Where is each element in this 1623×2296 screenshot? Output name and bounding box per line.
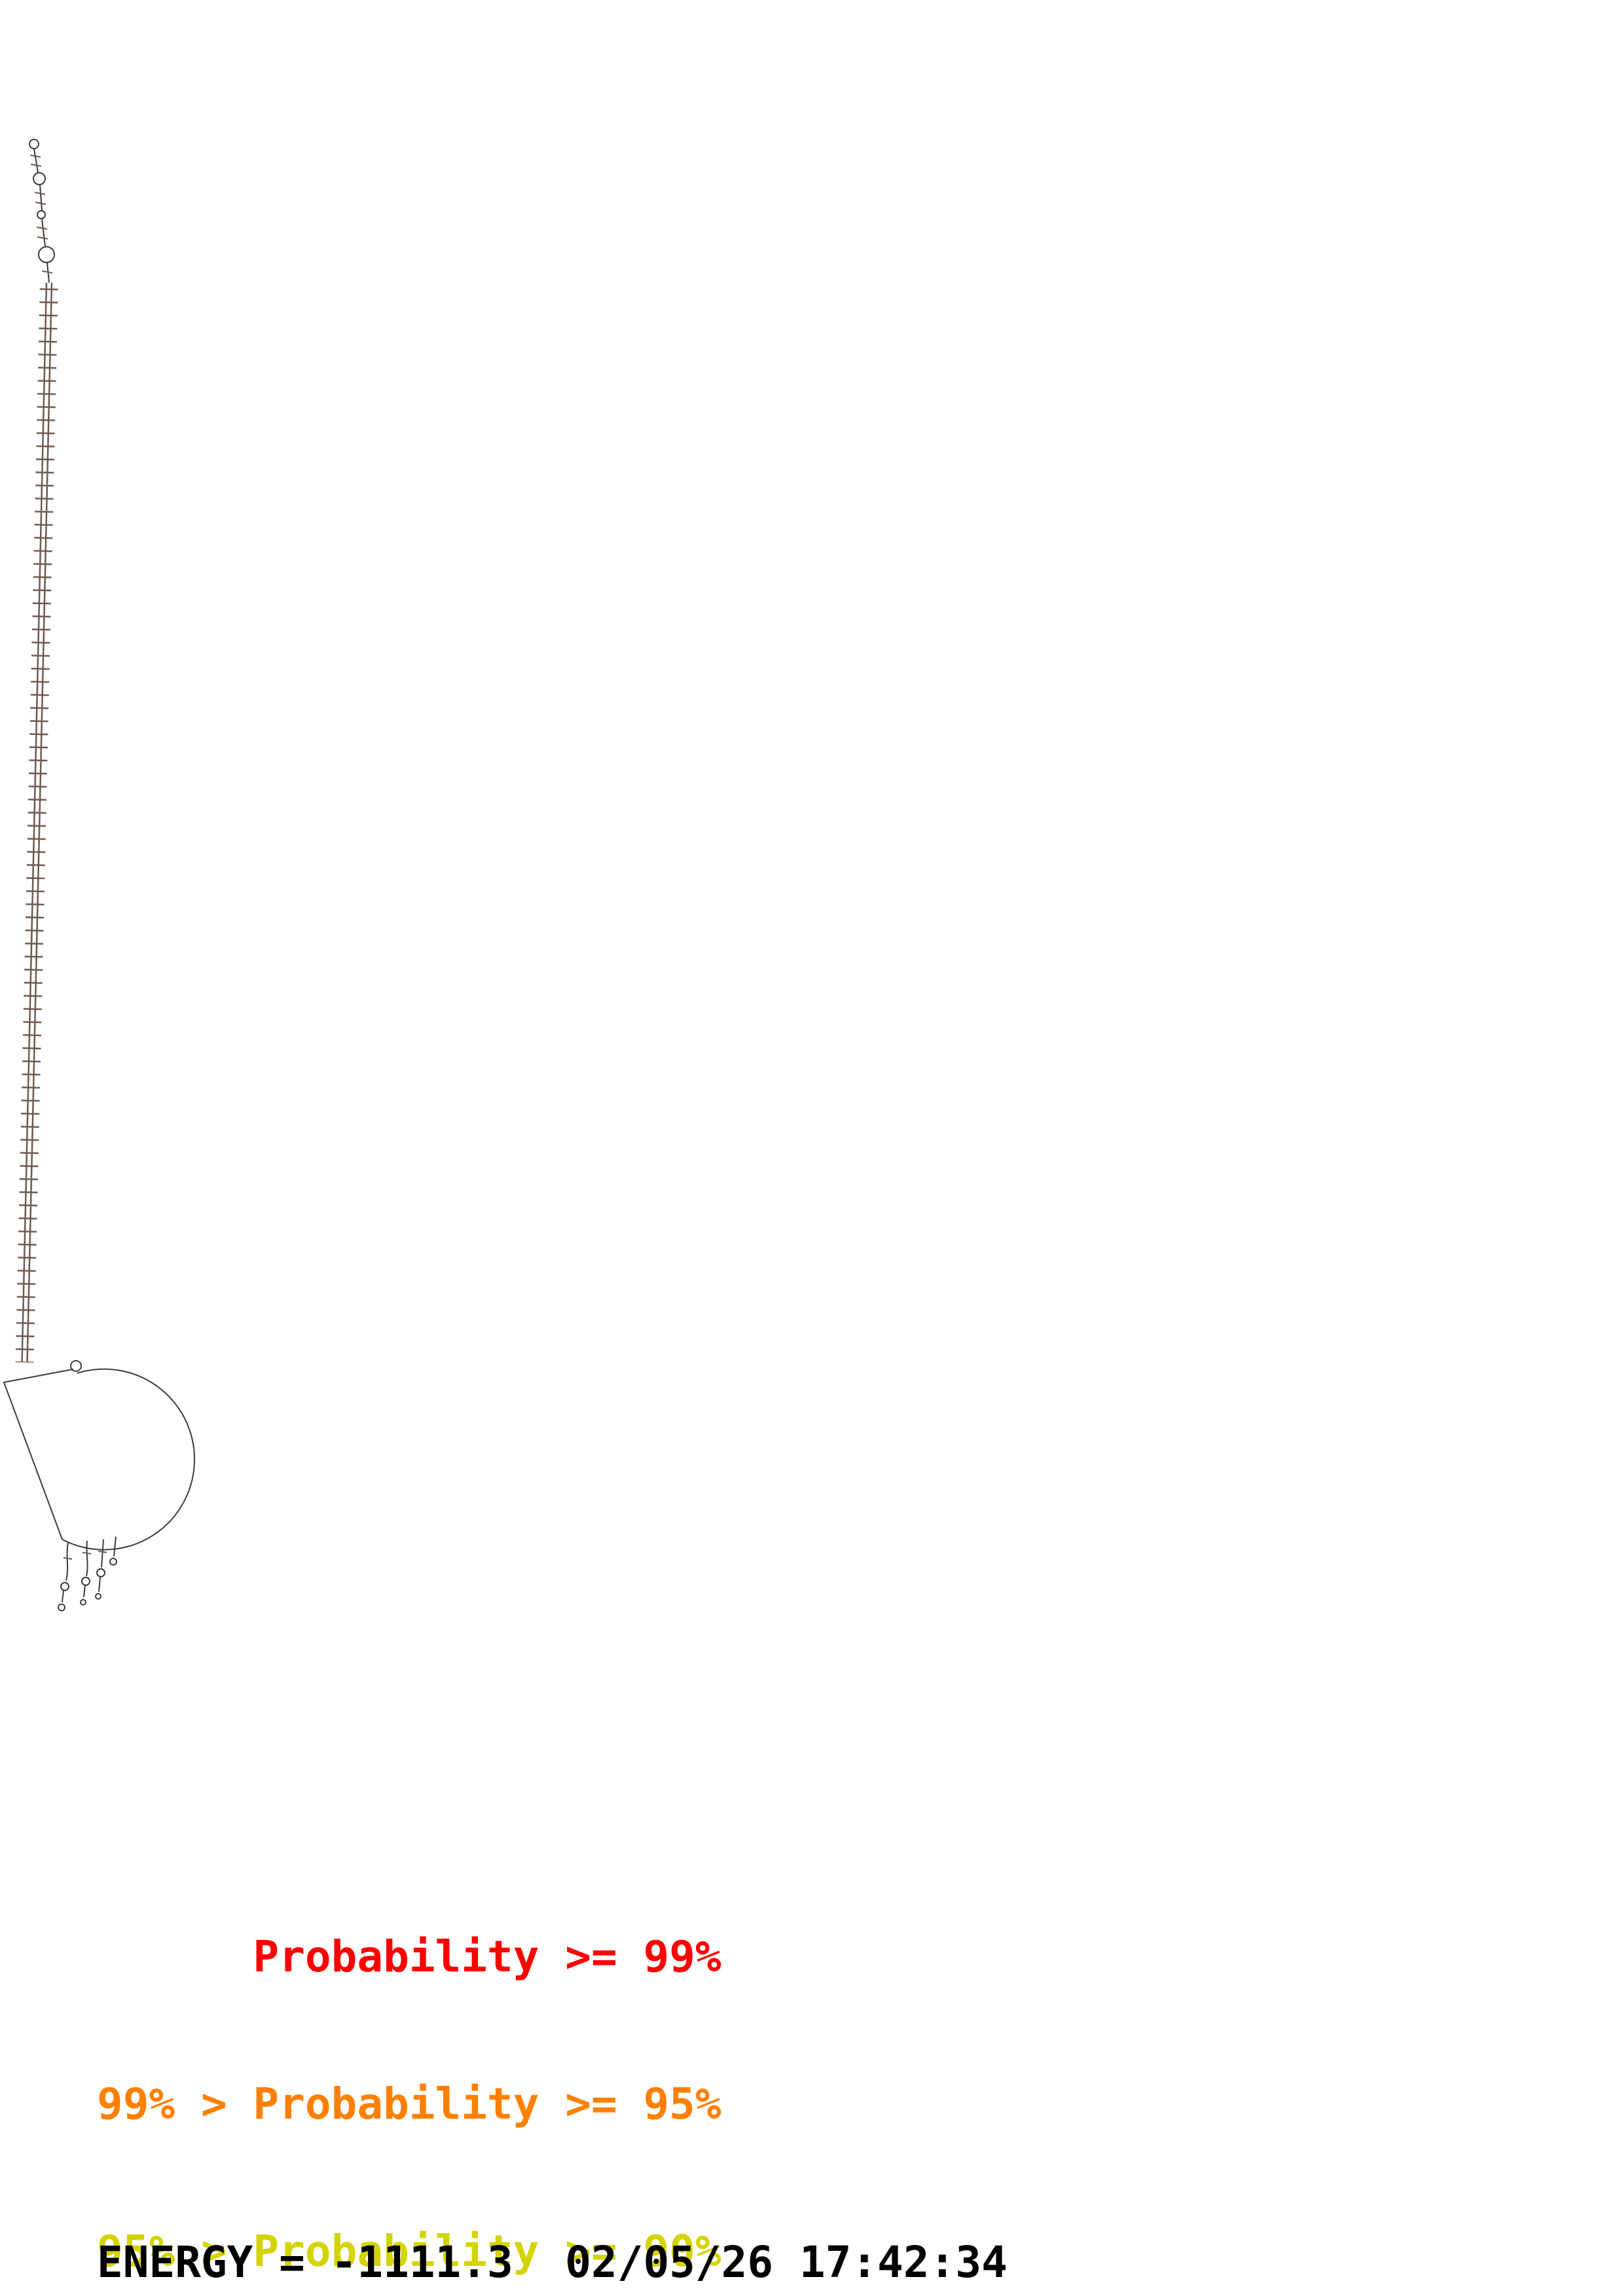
probability-legend: Probability >= 99% 99% > Probability >= …	[97, 1834, 721, 2296]
legend-entry: Probability >= 99%	[97, 1931, 721, 1982]
energy-caption: ENERGY = -1111.3 02/05/26 17:42:34	[97, 2237, 1008, 2287]
five-prime-hairpins	[29, 139, 55, 283]
legend-entry: 99% > Probability >= 95%	[97, 2079, 721, 2129]
bottom-tails	[58, 1536, 117, 1611]
five-prime-ticks	[29, 154, 53, 274]
terminal-loop	[3, 1360, 196, 1551]
helix-stem	[15, 282, 58, 1363]
bottom-tail-ticks	[63, 1551, 107, 1560]
legend-entry: 95% > Probability >= 90%	[97, 2226, 721, 2276]
